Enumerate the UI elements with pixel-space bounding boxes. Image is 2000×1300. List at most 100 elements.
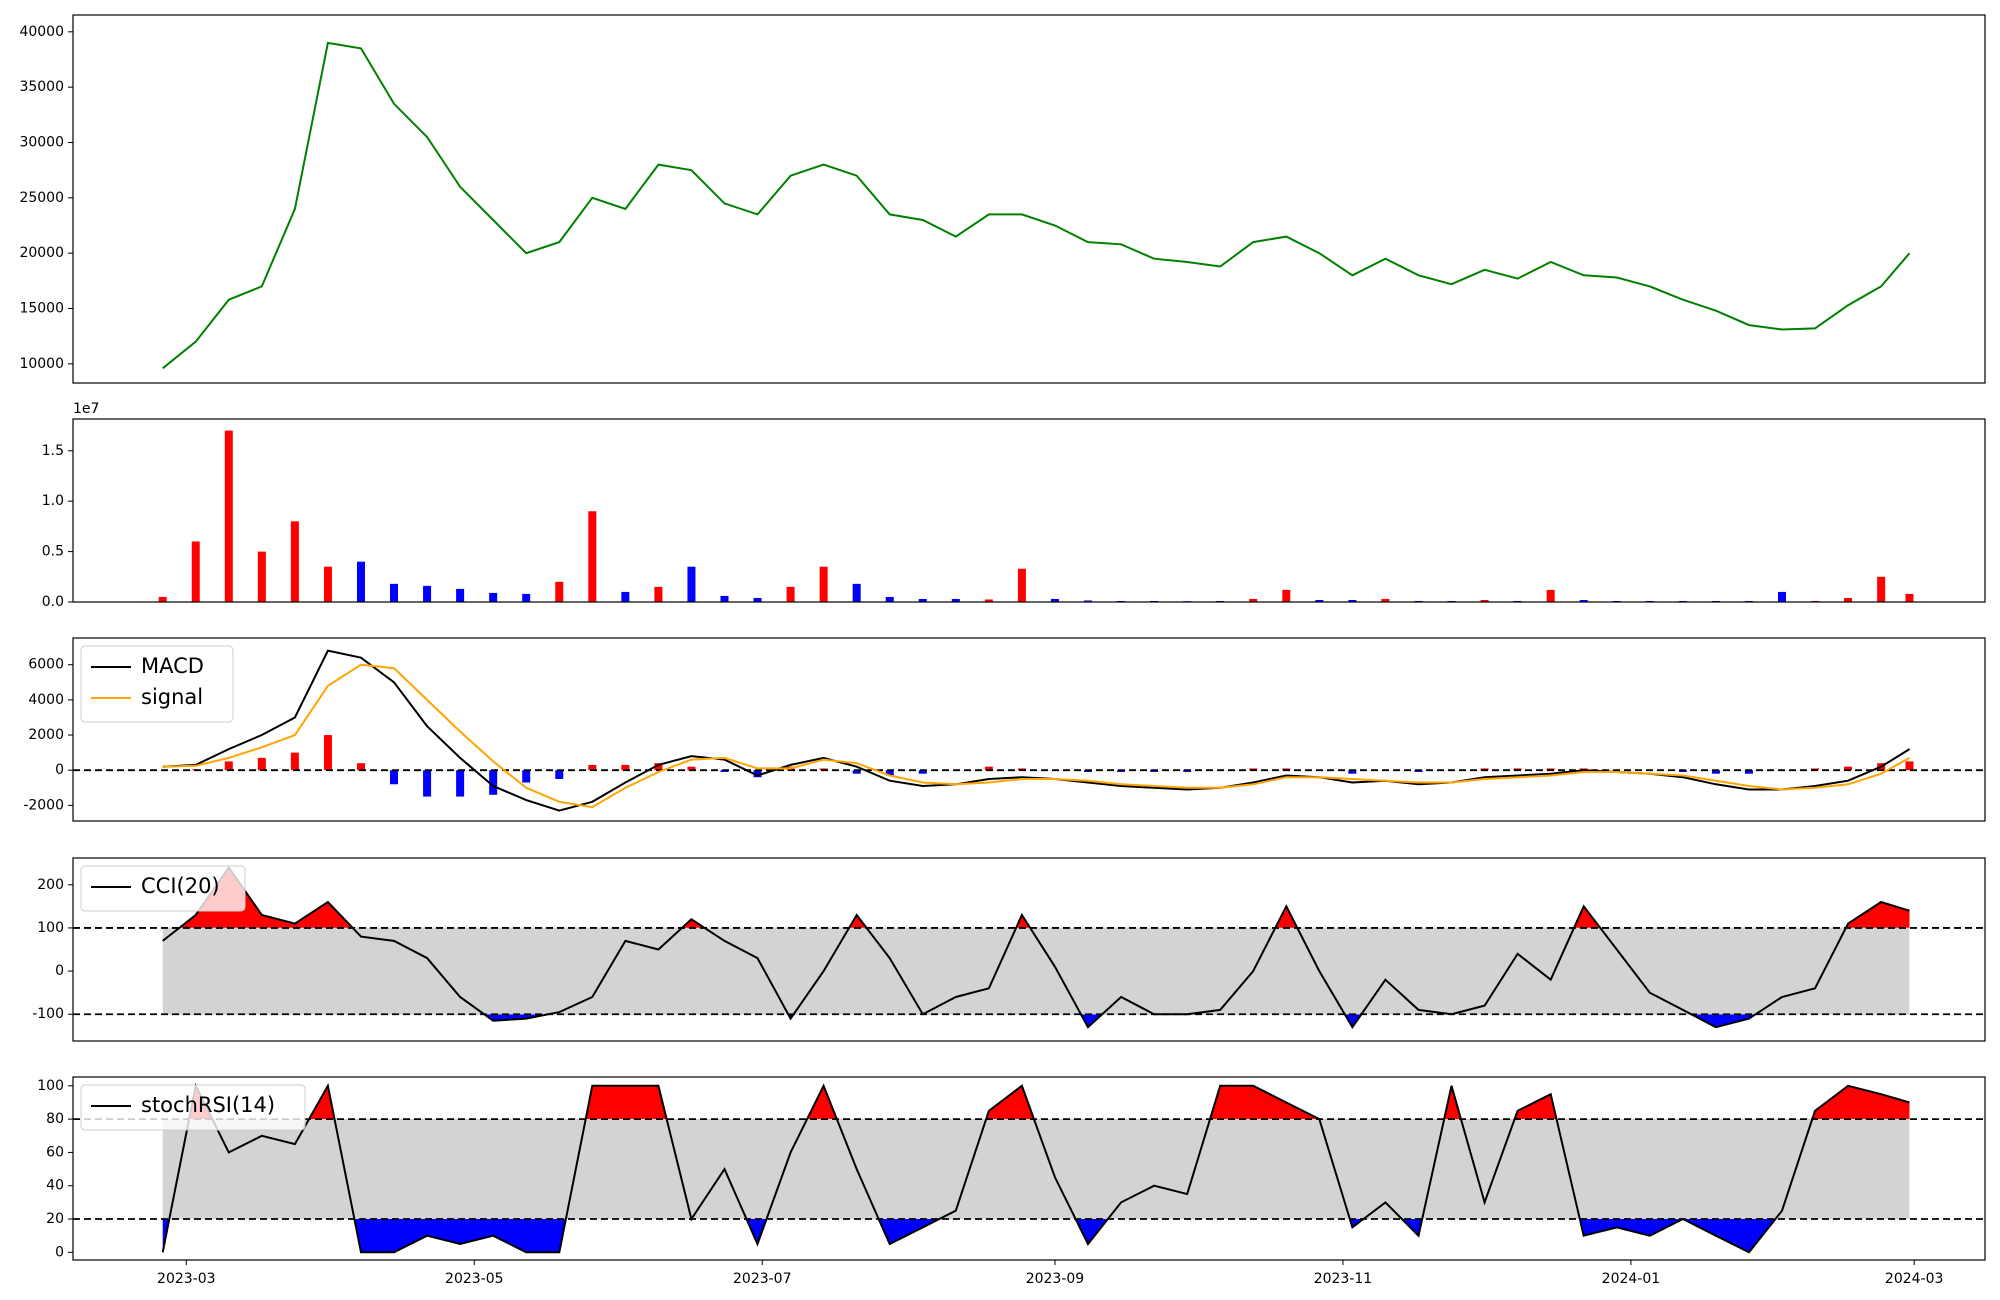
histogram-bar bbox=[687, 766, 696, 771]
bar bbox=[687, 566, 696, 602]
band bbox=[162, 927, 1910, 1015]
y-tick-label: 2000 bbox=[28, 727, 64, 743]
bar bbox=[951, 598, 960, 602]
y-tick-label: -100 bbox=[32, 1006, 64, 1022]
line bbox=[162, 41, 1911, 370]
y-tick-label: 0.5 bbox=[42, 544, 64, 560]
y-tick-label: 10000 bbox=[19, 356, 64, 372]
y-tick-label: 0 bbox=[55, 762, 64, 778]
histogram-bar bbox=[984, 766, 993, 771]
bar bbox=[1844, 597, 1853, 602]
x-tick-label: 2023-11 bbox=[1314, 1271, 1373, 1287]
overbought-fill bbox=[162, 1085, 1910, 1120]
bar bbox=[323, 566, 332, 602]
bar bbox=[555, 581, 564, 602]
x-tick-label: 2024-03 bbox=[1885, 1271, 1944, 1287]
bar bbox=[1877, 576, 1886, 602]
y-tick-label: 20 bbox=[46, 1211, 64, 1227]
axes-frame bbox=[72, 637, 1986, 822]
y-tick-label: 1.5 bbox=[42, 443, 64, 459]
y-tick-label: 6000 bbox=[28, 657, 64, 673]
bar bbox=[489, 592, 498, 602]
histogram-bar bbox=[1905, 761, 1914, 771]
bar bbox=[984, 599, 993, 602]
bar bbox=[786, 586, 795, 602]
y-tick-label: 4000 bbox=[28, 692, 64, 708]
histogram-bar bbox=[753, 770, 762, 778]
axes-frame bbox=[72, 1076, 1986, 1261]
oversold-fill bbox=[162, 1014, 1910, 1028]
legend-label: MACD bbox=[141, 654, 204, 678]
plot-area bbox=[73, 865, 1985, 1030]
y-tick-label: 100 bbox=[37, 920, 64, 936]
y-tick-label: 40 bbox=[46, 1178, 64, 1194]
histogram-bar bbox=[1844, 766, 1853, 771]
x-tick-label: 2023-09 bbox=[1026, 1271, 1085, 1287]
bar bbox=[588, 511, 597, 602]
histogram-bar bbox=[1744, 770, 1753, 774]
oversold-fill bbox=[162, 1219, 1910, 1253]
line bbox=[161, 1082, 1910, 1254]
y-tick-label: 100 bbox=[37, 1078, 64, 1094]
x-tick-label: 2023-05 bbox=[445, 1271, 504, 1287]
bar bbox=[158, 596, 167, 602]
bar bbox=[819, 566, 828, 602]
plot-area bbox=[162, 41, 1911, 370]
y-tick-label: 30000 bbox=[19, 134, 64, 150]
axis-offset-label: 1e7 bbox=[73, 401, 99, 417]
bar bbox=[1480, 599, 1489, 602]
bar bbox=[1546, 589, 1555, 602]
legend-label: stochRSI(14) bbox=[141, 1093, 275, 1117]
histogram-bar bbox=[290, 752, 299, 771]
bar bbox=[753, 597, 762, 602]
histogram-bar bbox=[257, 757, 266, 771]
bar bbox=[1315, 599, 1324, 602]
bar bbox=[1381, 598, 1390, 602]
plot-area bbox=[73, 649, 1985, 812]
histogram-bar bbox=[423, 770, 432, 797]
bar bbox=[423, 585, 432, 602]
y-tick-label: 35000 bbox=[19, 79, 64, 95]
band bbox=[162, 1119, 1910, 1220]
line bbox=[162, 865, 1910, 1030]
y-tick-label: 1.0 bbox=[42, 493, 64, 509]
histogram-bar bbox=[654, 763, 663, 771]
bar bbox=[654, 586, 663, 602]
histogram-bar bbox=[489, 770, 498, 795]
histogram-bar bbox=[456, 770, 465, 797]
bar bbox=[390, 583, 399, 602]
histogram-bar bbox=[522, 770, 531, 783]
axes-frame bbox=[72, 857, 1986, 1042]
y-tick-label: 15000 bbox=[19, 301, 64, 317]
plot-area bbox=[158, 430, 1914, 602]
bar bbox=[852, 583, 861, 602]
bar bbox=[1084, 600, 1093, 602]
histogram-bar bbox=[621, 764, 630, 771]
histogram-bar bbox=[323, 735, 332, 771]
y-tick-label: 80 bbox=[46, 1111, 64, 1127]
bar bbox=[224, 430, 233, 602]
bar bbox=[918, 598, 927, 602]
x-tick-label: 2023-03 bbox=[157, 1271, 216, 1287]
histogram-bar bbox=[918, 770, 927, 774]
histogram-bar bbox=[885, 770, 894, 776]
legend-box bbox=[80, 645, 234, 723]
legend-label: CCI(20) bbox=[141, 874, 220, 898]
x-tick-label: 2023-07 bbox=[733, 1271, 792, 1287]
bar bbox=[720, 595, 729, 602]
bar bbox=[1348, 599, 1357, 602]
axes-frame bbox=[72, 418, 1986, 603]
bar bbox=[885, 596, 894, 602]
x-tick-label: 2024-01 bbox=[1602, 1271, 1661, 1287]
overbought-fill bbox=[162, 867, 1910, 928]
bar bbox=[1050, 598, 1059, 602]
y-tick-label: 0.0 bbox=[42, 594, 64, 610]
histogram-bar bbox=[852, 770, 861, 774]
histogram-bar bbox=[555, 770, 564, 779]
y-tick-label: 40000 bbox=[19, 24, 64, 40]
plot-area bbox=[73, 1082, 1985, 1254]
legend-box bbox=[80, 865, 246, 912]
bar bbox=[522, 593, 531, 602]
bar bbox=[621, 591, 630, 602]
